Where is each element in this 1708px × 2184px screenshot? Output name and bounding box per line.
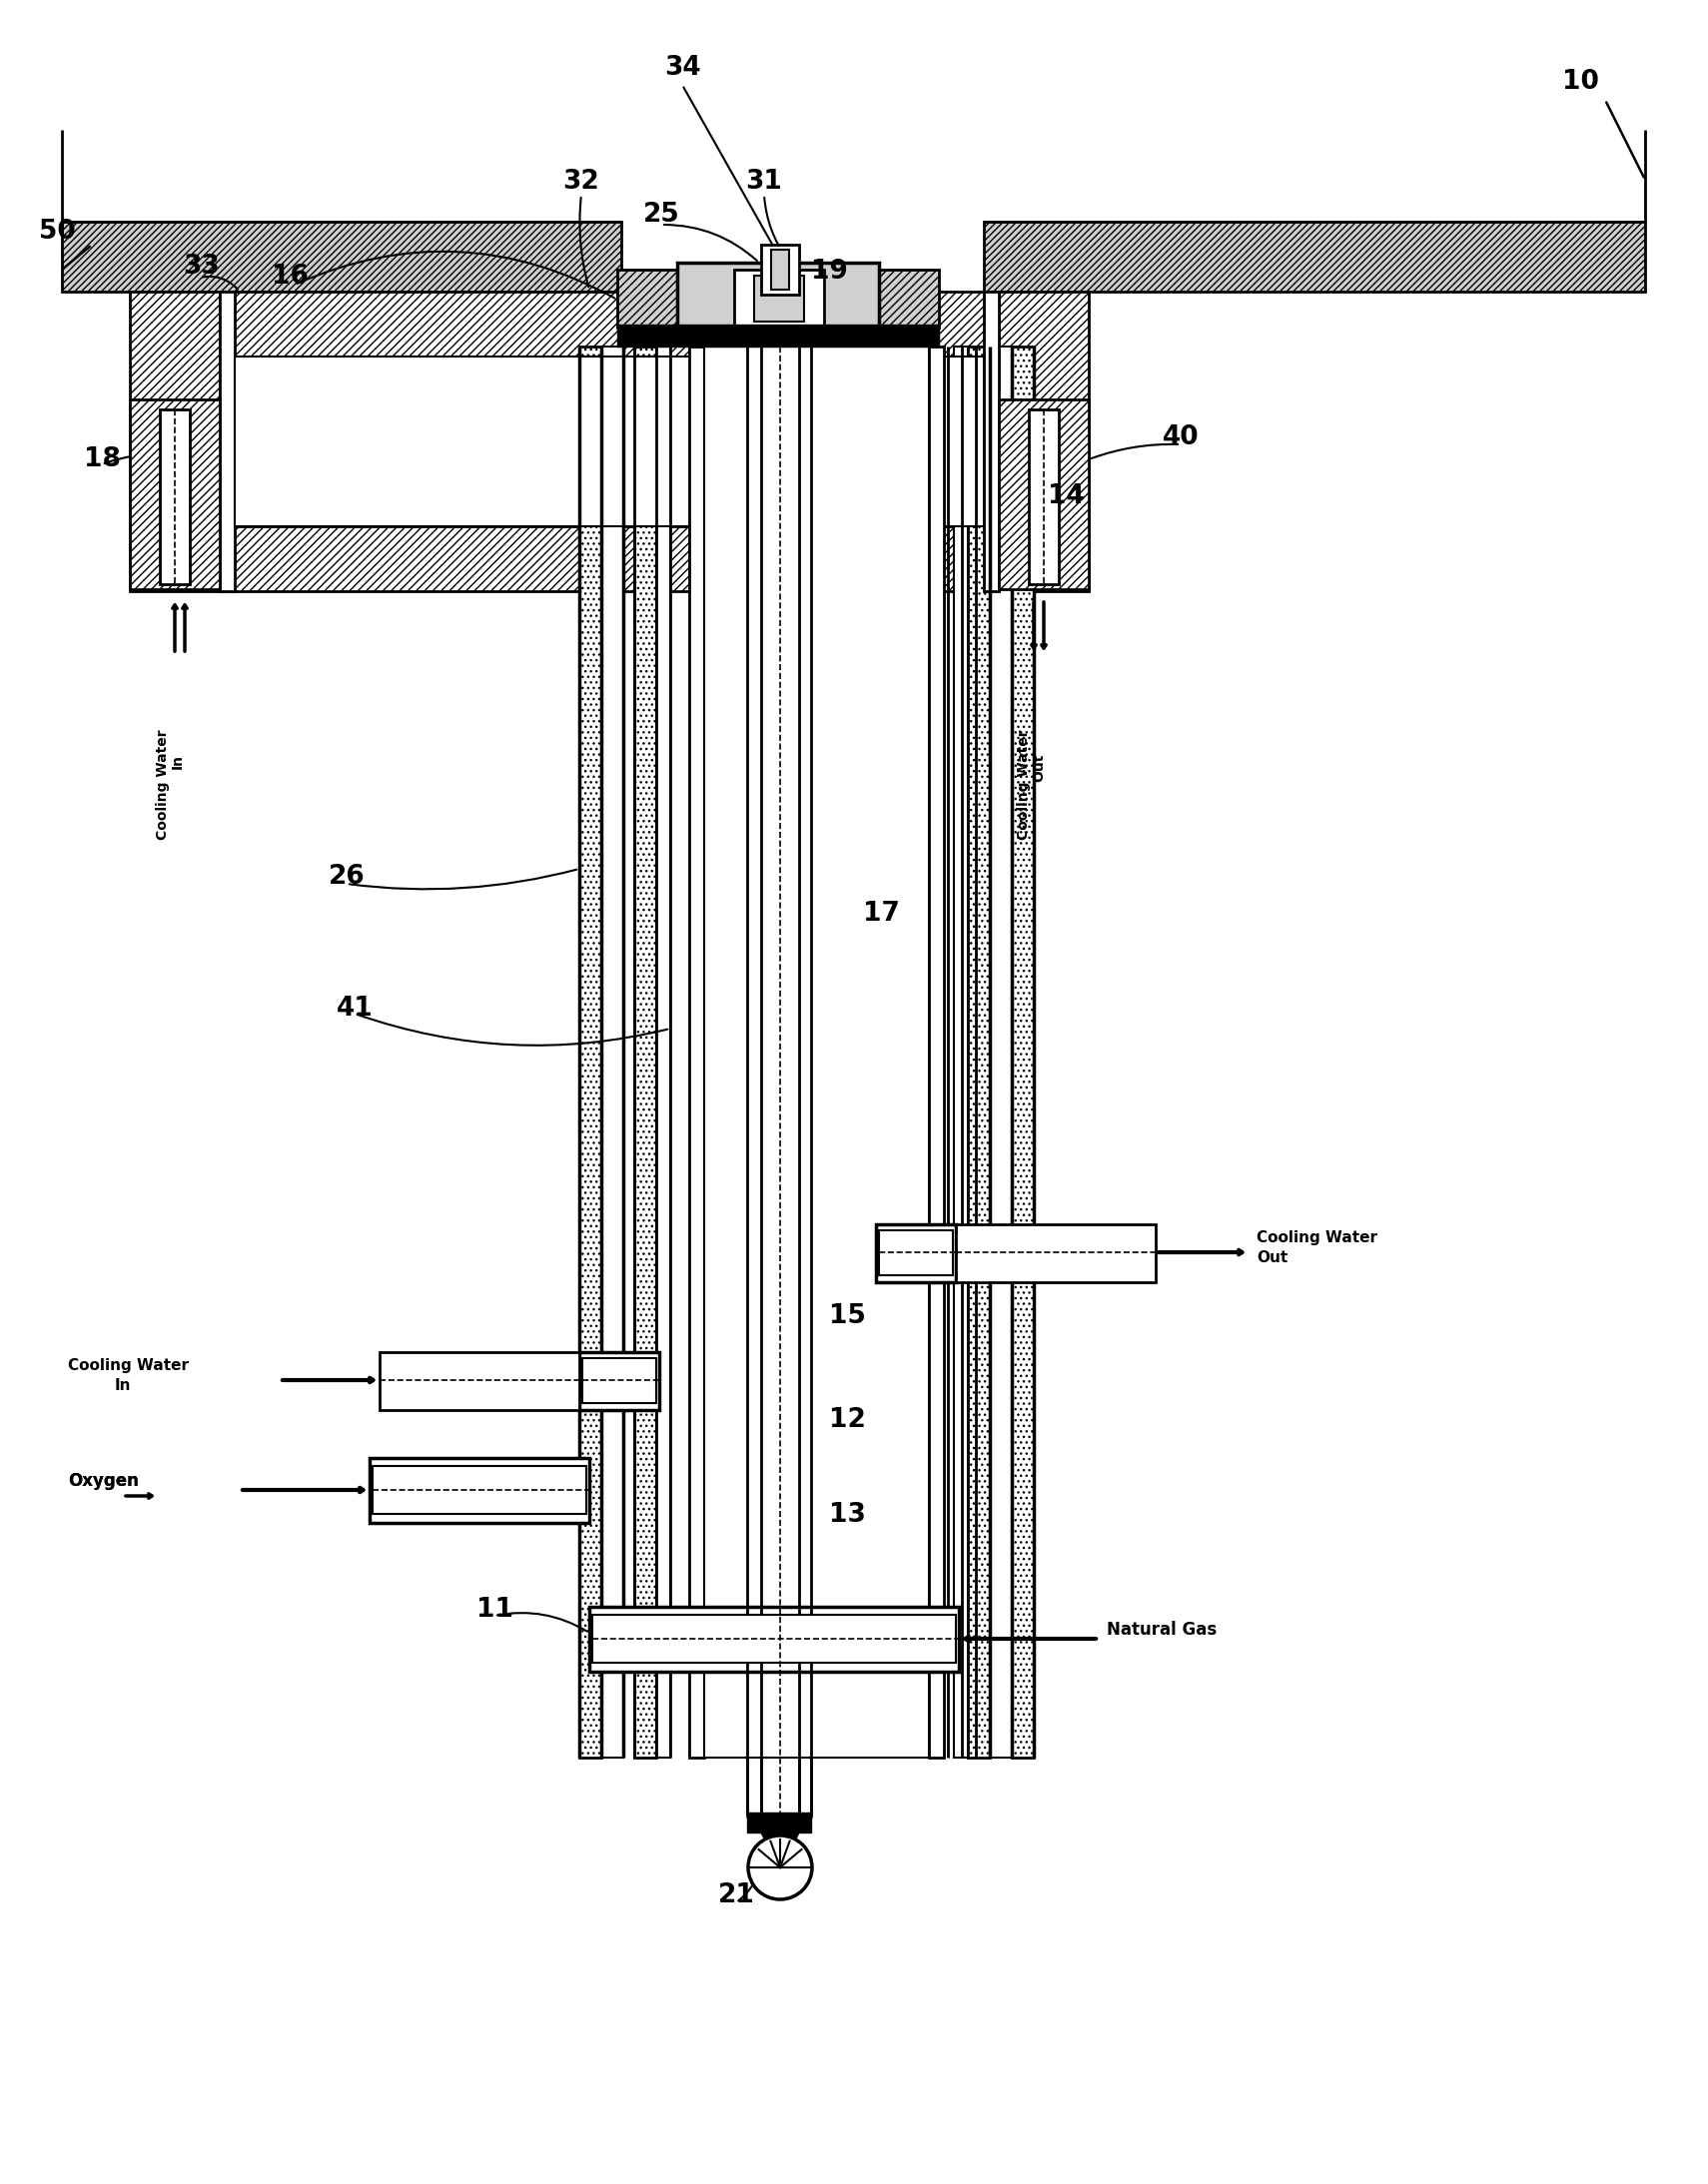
Text: 15: 15 — [828, 1304, 866, 1330]
Bar — [220, 293, 234, 592]
Text: Out: Out — [1032, 753, 1045, 782]
Bar — [876, 1225, 956, 1282]
Bar — [372, 1465, 586, 1514]
Bar — [999, 400, 1088, 590]
Text: 14: 14 — [1047, 483, 1085, 509]
Circle shape — [748, 1835, 811, 1900]
Text: 31: 31 — [746, 168, 782, 194]
Bar — [61, 223, 622, 293]
Text: Natural Gas: Natural Gas — [1107, 1621, 1216, 1638]
Bar — [968, 347, 991, 1758]
Bar — [770, 249, 789, 290]
Bar — [601, 347, 623, 1758]
Text: 19: 19 — [811, 258, 847, 284]
Bar — [593, 1614, 956, 1662]
Text: Out: Out — [1257, 1249, 1288, 1265]
Bar — [755, 275, 804, 321]
Bar — [234, 356, 984, 526]
Bar — [956, 1225, 1156, 1282]
Bar — [617, 269, 676, 328]
Text: 16: 16 — [272, 264, 307, 290]
Text: In: In — [114, 1378, 132, 1393]
Bar — [130, 400, 220, 590]
Text: 13: 13 — [828, 1503, 866, 1529]
Text: 11: 11 — [477, 1597, 512, 1623]
Bar — [999, 293, 1088, 592]
Bar — [984, 223, 1645, 293]
Bar — [582, 1358, 656, 1402]
Text: 33: 33 — [183, 253, 220, 280]
Bar — [984, 293, 999, 592]
Text: 40: 40 — [1163, 424, 1199, 450]
Bar — [634, 347, 656, 1758]
Bar — [369, 1459, 589, 1522]
Bar — [579, 347, 601, 1758]
Bar — [656, 347, 670, 1758]
Text: Cooling Water: Cooling Water — [68, 1358, 190, 1374]
Text: Oxygen: Oxygen — [68, 1472, 138, 1489]
Bar — [1028, 408, 1059, 583]
Text: 41: 41 — [336, 996, 372, 1022]
Text: 18: 18 — [84, 446, 120, 472]
Bar — [220, 526, 999, 592]
Bar — [690, 347, 704, 1758]
Text: 50: 50 — [39, 218, 75, 245]
Bar — [379, 1352, 579, 1411]
Bar — [617, 325, 939, 347]
Bar — [589, 1607, 958, 1671]
Text: 10: 10 — [1561, 70, 1599, 94]
Bar — [220, 293, 999, 356]
Text: In: In — [171, 753, 184, 769]
Bar — [953, 347, 968, 1758]
Polygon shape — [746, 1813, 811, 1832]
Bar — [991, 347, 1011, 1758]
Text: Oxygen: Oxygen — [68, 1472, 138, 1489]
Text: 12: 12 — [828, 1406, 866, 1433]
Bar — [880, 269, 939, 328]
Text: 32: 32 — [564, 168, 600, 194]
Text: 25: 25 — [642, 201, 680, 227]
Bar — [579, 1352, 659, 1411]
Bar — [704, 347, 929, 1758]
Bar — [880, 1230, 953, 1275]
Bar — [676, 262, 880, 334]
Text: 17: 17 — [863, 900, 900, 926]
Text: 21: 21 — [717, 1883, 755, 1909]
Bar — [1011, 347, 1033, 1758]
Bar — [762, 245, 799, 295]
Text: Cooling Water: Cooling Water — [1016, 729, 1032, 839]
Text: Cooling Water: Cooling Water — [1257, 1230, 1377, 1245]
Polygon shape — [762, 1832, 799, 1852]
Bar — [734, 269, 823, 328]
Bar — [929, 347, 945, 1758]
Text: 34: 34 — [664, 55, 700, 81]
Bar — [161, 408, 190, 583]
Text: 26: 26 — [328, 865, 366, 889]
Bar — [130, 293, 220, 592]
Text: Cooling Water: Cooling Water — [155, 729, 169, 839]
